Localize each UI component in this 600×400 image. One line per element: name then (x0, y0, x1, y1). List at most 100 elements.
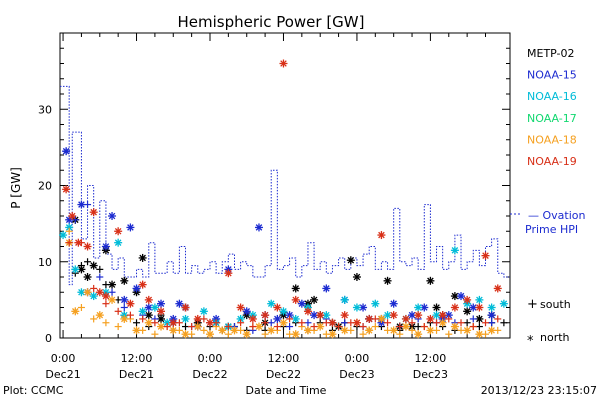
metp-02-north-point (138, 253, 147, 262)
noaa-16-north-point (59, 231, 68, 240)
noaa-19-north-point (340, 311, 349, 320)
noaa-19-north-point (101, 292, 110, 301)
metp-02-north-point (352, 273, 361, 281)
noaa-18-north-point (475, 330, 484, 339)
metp-02-south-point (182, 323, 190, 331)
y-tick-label: 0 (45, 332, 52, 345)
noaa-15-north-point (108, 212, 117, 220)
plot-credit: Plot: CCMC (3, 384, 64, 397)
noaa-19-south-point (237, 319, 245, 327)
noaa-19-north-point (279, 59, 288, 68)
noaa-19-south-point (310, 323, 318, 331)
noaa-18-north-point (389, 326, 398, 335)
noaa-19-north-point (493, 284, 502, 293)
noaa-18-north-point (132, 326, 141, 335)
noaa-19-south-point (139, 315, 147, 323)
noaa-18-north-point (83, 288, 92, 297)
noaa-15-north-point (77, 200, 86, 209)
noaa-15-north-point (101, 242, 110, 251)
x-tick-time-label: 12:00 (121, 352, 153, 365)
noaa-18-north-point (242, 330, 251, 339)
noaa-19-south-point (384, 319, 392, 327)
noaa-16-north-point (414, 303, 423, 312)
noaa-19-north-point (62, 185, 71, 194)
x-tick-date-label: Dec23 (339, 368, 374, 381)
noaa-18-north-point (303, 326, 312, 335)
noaa-19-north-point (463, 295, 472, 304)
metp-02-north-point (346, 256, 355, 265)
noaa-16-north-point (138, 307, 147, 316)
noaa-19-south-point (298, 319, 306, 327)
noaa-19-north-point (144, 295, 153, 304)
legend-entry-metp-02: METP-02 (527, 47, 575, 60)
noaa-18-north-point (206, 330, 214, 339)
chart-title: Hemispheric Power [GW] (178, 13, 365, 31)
noaa-18-north-point (95, 311, 104, 320)
noaa-18-north-point (365, 326, 374, 335)
noaa-15-north-point (487, 311, 496, 320)
noaa-19-north-point (481, 251, 490, 260)
noaa-19-north-point (126, 299, 135, 308)
noaa-16-north-point (150, 303, 159, 312)
noaa-19-north-point (414, 311, 423, 320)
noaa-19-south-point (359, 323, 367, 331)
noaa-19-south-point (114, 307, 122, 315)
noaa-18-north-point (291, 330, 300, 339)
metp-02-north-point (383, 276, 392, 285)
x-tick-date-label: Dec22 (266, 368, 301, 381)
noaa-18-north-point (414, 330, 423, 339)
noaa-19-north-point (248, 314, 257, 323)
noaa-19-south-point (102, 300, 110, 308)
metp-02-north-point (475, 314, 484, 323)
metp-02-south-point (463, 319, 471, 327)
noaa-19-north-point (291, 295, 300, 304)
ovation-step-path (60, 85, 510, 286)
noaa-18-north-point (340, 326, 349, 335)
noaa-19-north-point (401, 314, 410, 323)
noaa-19-south-point (445, 315, 453, 323)
noaa-19-north-point (169, 318, 178, 327)
noaa-18-north-point (401, 322, 410, 331)
metp-02-north-point (89, 261, 98, 270)
noaa-19-north-point (224, 269, 233, 278)
noaa-18-south-point (359, 330, 367, 338)
noaa-19-north-point (261, 311, 270, 320)
noaa-18-north-point (279, 318, 288, 327)
noaa-18-north-point (316, 322, 325, 331)
noaa-16-north-point (181, 314, 190, 323)
metp-02-south-point (475, 323, 483, 331)
noaa-18-north-point (108, 295, 117, 304)
noaa-19-south-point (396, 323, 404, 331)
noaa-15-north-point (242, 307, 251, 316)
noaa-19-south-point (188, 323, 196, 331)
legend: METP-02 NOAA-15 NOAA-16 NOAA-17 NOAA-18 NOAA-… (527, 47, 577, 168)
noaa-18-north-point (328, 330, 337, 339)
x-tick-date-label: Dec21 (119, 368, 154, 381)
noaa-15-north-point (457, 292, 466, 301)
noaa-15-north-point (120, 295, 129, 304)
noaa-19-north-point (377, 231, 386, 240)
noaa-15-south-point (120, 304, 128, 311)
noaa-19-south-point (163, 323, 171, 331)
noaa-15-south-point (341, 319, 349, 327)
x-tick-time-label: 0:00 (345, 352, 370, 365)
noaa-16-north-point (279, 307, 288, 316)
noaa-16-north-point (236, 314, 245, 323)
noaa-19-south-point (420, 323, 428, 331)
noaa-16-north-point (371, 299, 380, 308)
legend-entry-noaa-16: NOAA-16 (527, 90, 577, 103)
noaa-16-north-point (450, 246, 459, 255)
noaa-15-north-point (126, 223, 135, 232)
metp-02-north-point (310, 295, 319, 304)
marker-key-symbol: * (527, 334, 534, 349)
noaa-18-north-point (463, 326, 472, 335)
noaa-16-north-point (267, 299, 276, 308)
metp-02-north-point (77, 265, 86, 274)
noaa-19-north-point (74, 238, 83, 247)
metp-02-south-point (500, 319, 508, 327)
noaa-19-north-point (328, 318, 337, 327)
noaa-18-south-point (261, 330, 269, 338)
legend-entry-noaa-18: NOAA-18 (527, 133, 577, 146)
noaa-18-south-point (396, 330, 404, 338)
